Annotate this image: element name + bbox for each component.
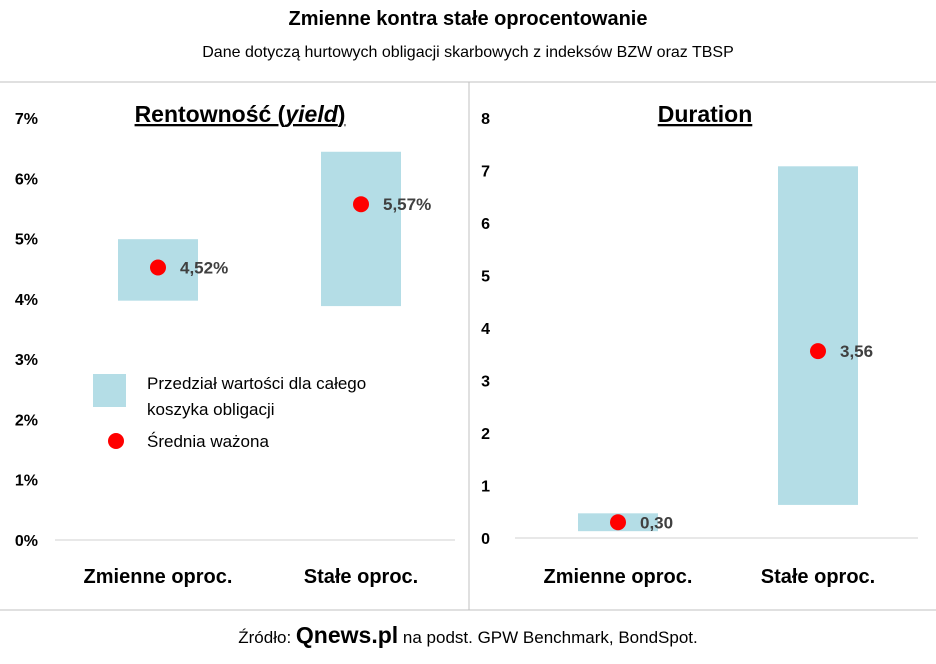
yield-y-tick-label: 3% [15, 352, 38, 369]
yield-value-label: 4,52% [180, 259, 228, 278]
duration-value-label: 0,30 [640, 513, 673, 532]
source-brand: Qnews.pl [295, 622, 399, 648]
yield-mean-dot [150, 259, 166, 276]
duration-y-tick-label: 5 [481, 269, 490, 286]
duration-y-tick-label: 7 [481, 164, 490, 181]
yield-category-label: Zmienne oproc. [84, 566, 233, 588]
legend-range-label-2: koszyka obligacji [147, 400, 275, 419]
duration-y-tick-label: 6 [481, 216, 490, 233]
legend-mean-dot [108, 433, 124, 449]
duration-y-tick-label: 0 [481, 531, 490, 548]
source-note: Źródło: Qnews.pl na podst. GPW Benchmark… [0, 622, 936, 649]
yield-mean-dot [353, 196, 369, 213]
legend-mean-label: Średnia ważona [147, 432, 269, 451]
duration-y-tick-label: 3 [481, 374, 490, 391]
duration-value-label: 3,56 [840, 342, 873, 361]
yield-y-tick-label: 1% [15, 473, 38, 490]
duration-category-label: Zmienne oproc. [544, 566, 693, 588]
chart-title: Zmienne kontra stałe oprocentowanie [288, 8, 648, 30]
yield-y-tick-label: 4% [15, 292, 38, 309]
chart-marks: 0% 1% 2% 3% 4% 5% 6% 7% Zmienne oproc. Stałe opro… [15, 111, 918, 588]
yield-y-tick-label: 7% [15, 111, 38, 128]
yield-range-bar [321, 151, 401, 307]
duration-mean-dot [610, 514, 626, 531]
duration-range-bar [778, 166, 858, 505]
yield-y-tick-label: 0% [15, 533, 38, 550]
yield-panel-title: Rentowność (yield) [135, 101, 346, 127]
yield-y-tick-label: 2% [15, 412, 38, 429]
duration-y-tick-label: 4 [481, 321, 490, 338]
source-suffix: na podst. GPW Benchmark, BondSpot. [402, 628, 698, 647]
duration-y-tick-label: 2 [481, 426, 490, 443]
yield-value-label: 5,57% [383, 195, 431, 214]
source-prefix: Źródło: [238, 628, 292, 647]
duration-category-label: Stałe oproc. [761, 566, 875, 588]
yield-y-tick-label: 6% [15, 171, 38, 188]
legend-range-swatch [93, 374, 126, 407]
duration-panel-title: Duration [658, 101, 753, 127]
duration-mean-dot [810, 343, 826, 360]
duration-y-tick-label: 8 [481, 111, 490, 128]
duration-y-tick-label: 1 [481, 479, 490, 496]
legend-range-label-1: Przedział wartości dla całego [147, 374, 366, 393]
yield-y-tick-label: 5% [15, 232, 38, 249]
yield-category-label: Stałe oproc. [304, 566, 418, 588]
chart-subtitle: Dane dotyczą hurtowych obligacji skarbow… [202, 44, 734, 61]
